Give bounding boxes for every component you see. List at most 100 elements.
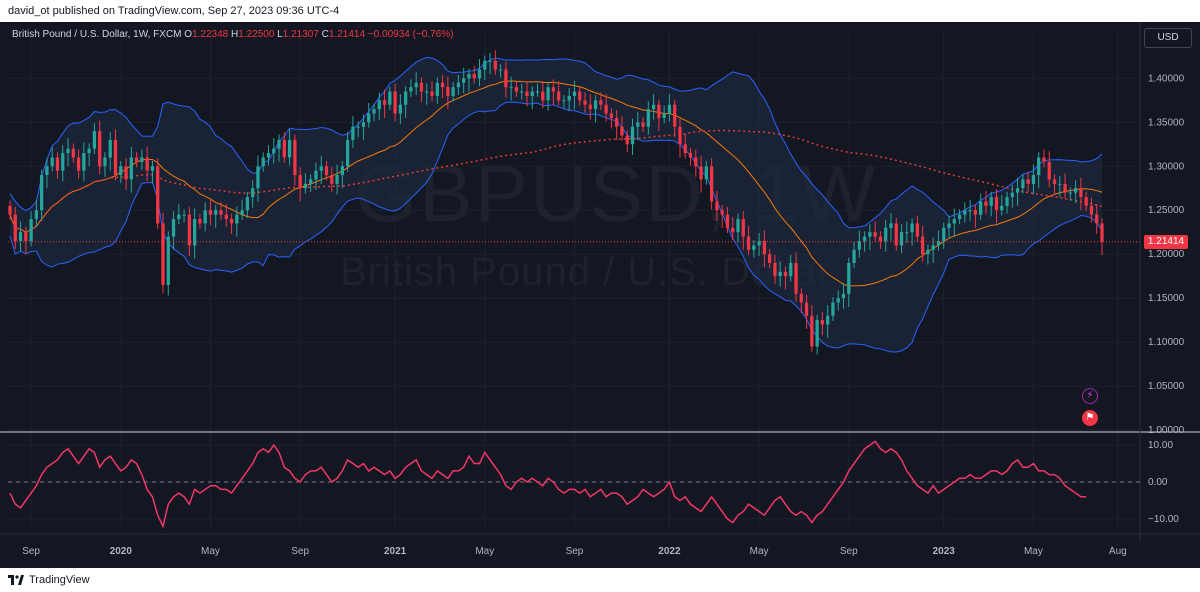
candle-body bbox=[419, 82, 424, 92]
candle-body bbox=[641, 122, 645, 127]
candle-body bbox=[245, 197, 250, 211]
time-tick-label: 2020 bbox=[110, 546, 133, 557]
chart-frame[interactable]: GBPUSD, 1W British Pound / U.S. Dollar 1… bbox=[0, 22, 1200, 568]
candle-body bbox=[61, 153, 65, 171]
candle-body bbox=[430, 91, 434, 96]
candle-body bbox=[1052, 179, 1057, 184]
candle-body bbox=[968, 210, 972, 212]
candle-body bbox=[593, 100, 598, 110]
candle-body bbox=[24, 232, 28, 241]
candle-body bbox=[1042, 157, 1046, 162]
time-tick-label: Sep bbox=[22, 546, 40, 557]
candle-body bbox=[451, 87, 455, 96]
candle-body bbox=[1058, 183, 1062, 185]
candle-body bbox=[340, 166, 344, 176]
us-flag-icon[interactable]: ⚑ bbox=[1082, 410, 1098, 426]
bollinger-upper-line bbox=[9, 56, 1103, 229]
candle-body bbox=[18, 232, 23, 241]
candle-body bbox=[1047, 161, 1051, 180]
candle-body bbox=[657, 104, 661, 118]
candle-body bbox=[193, 219, 197, 246]
candle-body bbox=[636, 122, 640, 127]
candle-body bbox=[952, 219, 956, 224]
candle-body bbox=[873, 232, 877, 237]
footer-brand: TradingView bbox=[29, 574, 90, 586]
legend-change-value: −0.00934 (−0.76%) bbox=[367, 29, 454, 40]
candle-body bbox=[240, 210, 244, 215]
legend-symbol: British Pound / U.S. Dollar, 1W, FXCM bbox=[12, 29, 182, 40]
legend-close-value: 1.21414 bbox=[328, 29, 366, 40]
candle-body bbox=[857, 241, 861, 250]
currency-button[interactable]: USD bbox=[1144, 28, 1192, 48]
bolt-icon[interactable]: ⚡ bbox=[1082, 388, 1098, 404]
candle-body bbox=[794, 262, 798, 294]
candle-body bbox=[1068, 192, 1072, 194]
candle-body bbox=[826, 315, 830, 325]
price-tick-label: 1.15000 bbox=[1148, 293, 1185, 304]
candle-body bbox=[161, 223, 165, 285]
publisher-header: david_ot published on TradingView.com, S… bbox=[0, 0, 1200, 22]
candle-body bbox=[488, 60, 492, 62]
tradingview-logo[interactable]: TradingView bbox=[8, 574, 90, 586]
candle-body bbox=[557, 91, 561, 101]
candle-body bbox=[820, 320, 825, 325]
candle-body bbox=[847, 262, 851, 294]
candle-body bbox=[377, 100, 381, 110]
time-tick-label: 2022 bbox=[658, 546, 681, 557]
candle-body bbox=[345, 139, 350, 167]
moving-average-line bbox=[9, 80, 1103, 287]
candle-body bbox=[134, 157, 139, 162]
symbol-legend: British Pound / U.S. Dollar, 1W, FXCM O1… bbox=[12, 29, 453, 40]
candle-body bbox=[889, 223, 893, 228]
candle-body bbox=[541, 91, 545, 101]
candle-body bbox=[535, 91, 540, 93]
candle-body bbox=[720, 210, 724, 215]
candle-body bbox=[667, 104, 672, 114]
candle-body bbox=[92, 131, 97, 149]
candle-body bbox=[625, 135, 629, 145]
price-tick-label: 1.40000 bbox=[1148, 73, 1185, 84]
tradingview-logo-icon bbox=[8, 575, 24, 585]
price-tick-label: 1.30000 bbox=[1148, 161, 1185, 172]
candle-body bbox=[931, 245, 935, 250]
time-tick-label: 2023 bbox=[933, 546, 956, 557]
candle-body bbox=[34, 210, 39, 220]
candle-body bbox=[124, 166, 128, 180]
candle-body bbox=[1063, 183, 1067, 193]
candle-body bbox=[942, 227, 946, 241]
candle-body bbox=[683, 144, 687, 154]
candle-body bbox=[171, 219, 176, 237]
candle-body bbox=[852, 249, 856, 263]
candle-body bbox=[773, 262, 777, 277]
candle-body bbox=[140, 157, 144, 162]
candle-body bbox=[477, 69, 482, 79]
candle-body bbox=[651, 104, 656, 110]
candle-body bbox=[921, 236, 925, 255]
candle-body bbox=[498, 69, 503, 71]
last-price-tag: 1.21414 bbox=[1144, 234, 1188, 249]
candle-body bbox=[71, 148, 75, 158]
candle-body bbox=[1084, 197, 1088, 206]
candle-body bbox=[425, 91, 429, 93]
price-tick-label: 1.35000 bbox=[1148, 117, 1185, 128]
candle-body bbox=[214, 210, 218, 215]
candle-body bbox=[414, 82, 418, 88]
candle-body bbox=[166, 236, 170, 285]
candle-body bbox=[1021, 179, 1025, 189]
candle-body bbox=[324, 166, 329, 176]
candle-body bbox=[762, 241, 767, 255]
candle-body bbox=[208, 210, 213, 215]
candle-body bbox=[630, 126, 635, 145]
price-chart-svg[interactable]: 1.40000 1.35000 1.30000 1.25000 1.20000 1.150… bbox=[0, 22, 1200, 568]
candle-body bbox=[736, 219, 740, 233]
candle-body bbox=[578, 91, 582, 101]
candle-body bbox=[393, 91, 397, 114]
candle-body bbox=[440, 82, 445, 88]
candle-body bbox=[119, 166, 123, 176]
footer-bar: TradingView bbox=[0, 568, 1200, 592]
candle-body bbox=[483, 60, 487, 70]
candle-body bbox=[409, 87, 413, 92]
candle-body bbox=[298, 175, 302, 189]
candle-body bbox=[446, 87, 450, 96]
candle-body bbox=[704, 166, 708, 180]
